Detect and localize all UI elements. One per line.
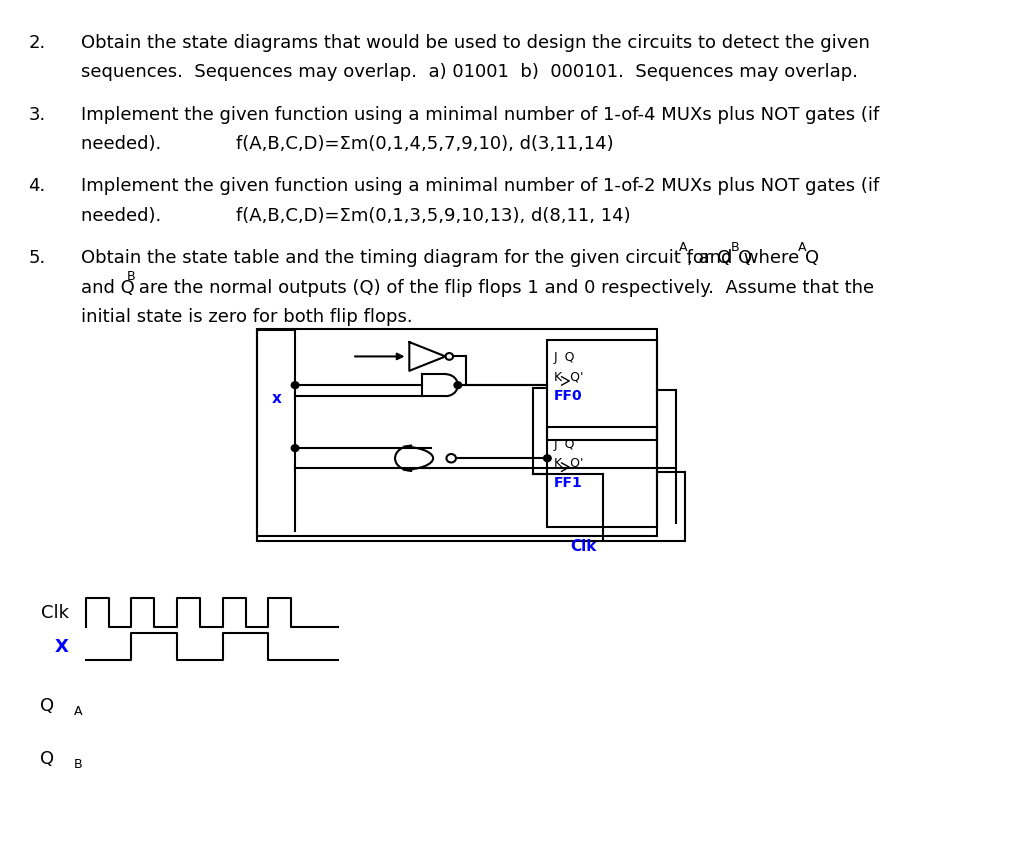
Text: A: A [75,704,83,717]
Text: where Q: where Q [737,249,819,267]
Text: K  Q': K Q' [554,370,584,382]
Text: J  Q: J Q [554,437,575,450]
Text: needed).             f(A,B,C,D)=Σm(0,1,4,5,7,9,10), d(3,11,14): needed). f(A,B,C,D)=Σm(0,1,4,5,7,9,10), … [81,135,613,153]
Circle shape [291,382,299,389]
Text: needed).             f(A,B,C,D)=Σm(0,1,3,5,9,10,13), d(8,11, 14): needed). f(A,B,C,D)=Σm(0,1,3,5,9,10,13),… [81,207,631,225]
Text: x: x [271,391,282,406]
Text: Q: Q [40,695,54,714]
Text: Implement the given function using a minimal number of 1-of-4 MUXs plus NOT gate: Implement the given function using a min… [81,106,880,123]
Circle shape [291,446,299,452]
Text: and Q: and Q [81,279,135,296]
Text: 4.: 4. [29,177,46,195]
Text: FF1: FF1 [554,475,583,490]
Text: B: B [731,241,739,253]
Circle shape [544,456,551,463]
Text: initial state is zero for both flip flops.: initial state is zero for both flip flop… [81,308,413,326]
Text: 3.: 3. [29,106,46,123]
Text: B: B [75,757,83,771]
Text: FF0: FF0 [554,388,583,403]
Text: sequences.  Sequences may overlap.  a) 01001  b)  000101.  Sequences may overlap: sequences. Sequences may overlap. a) 010… [81,63,858,81]
Text: A: A [679,241,687,253]
Text: J  Q: J Q [554,350,575,363]
Bar [257,329,656,536]
Text: Clk: Clk [41,603,69,622]
Text: Obtain the state table and the timing diagram for the given circuit for Q: Obtain the state table and the timing di… [81,249,731,267]
Text: 5.: 5. [29,249,46,267]
Text: X: X [54,637,69,656]
Text: are the normal outputs (Q) of the flip flops 1 and 0 respectively.  Assume that : are the normal outputs (Q) of the flip f… [133,279,874,296]
Bar [548,428,656,528]
Text: Obtain the state diagrams that would be used to design the circuits to detect th: Obtain the state diagrams that would be … [81,34,869,51]
Bar [548,341,656,441]
Text: K  Q': K Q' [554,456,584,468]
Text: Q: Q [40,749,54,767]
Text: Clk: Clk [570,538,597,554]
Circle shape [454,382,462,389]
Text: B: B [127,270,135,283]
Text: A: A [798,241,806,253]
Text: , and Q: , and Q [687,249,753,267]
Text: 2.: 2. [29,34,46,51]
Text: Implement the given function using a minimal number of 1-of-2 MUXs plus NOT gate: Implement the given function using a min… [81,177,880,195]
